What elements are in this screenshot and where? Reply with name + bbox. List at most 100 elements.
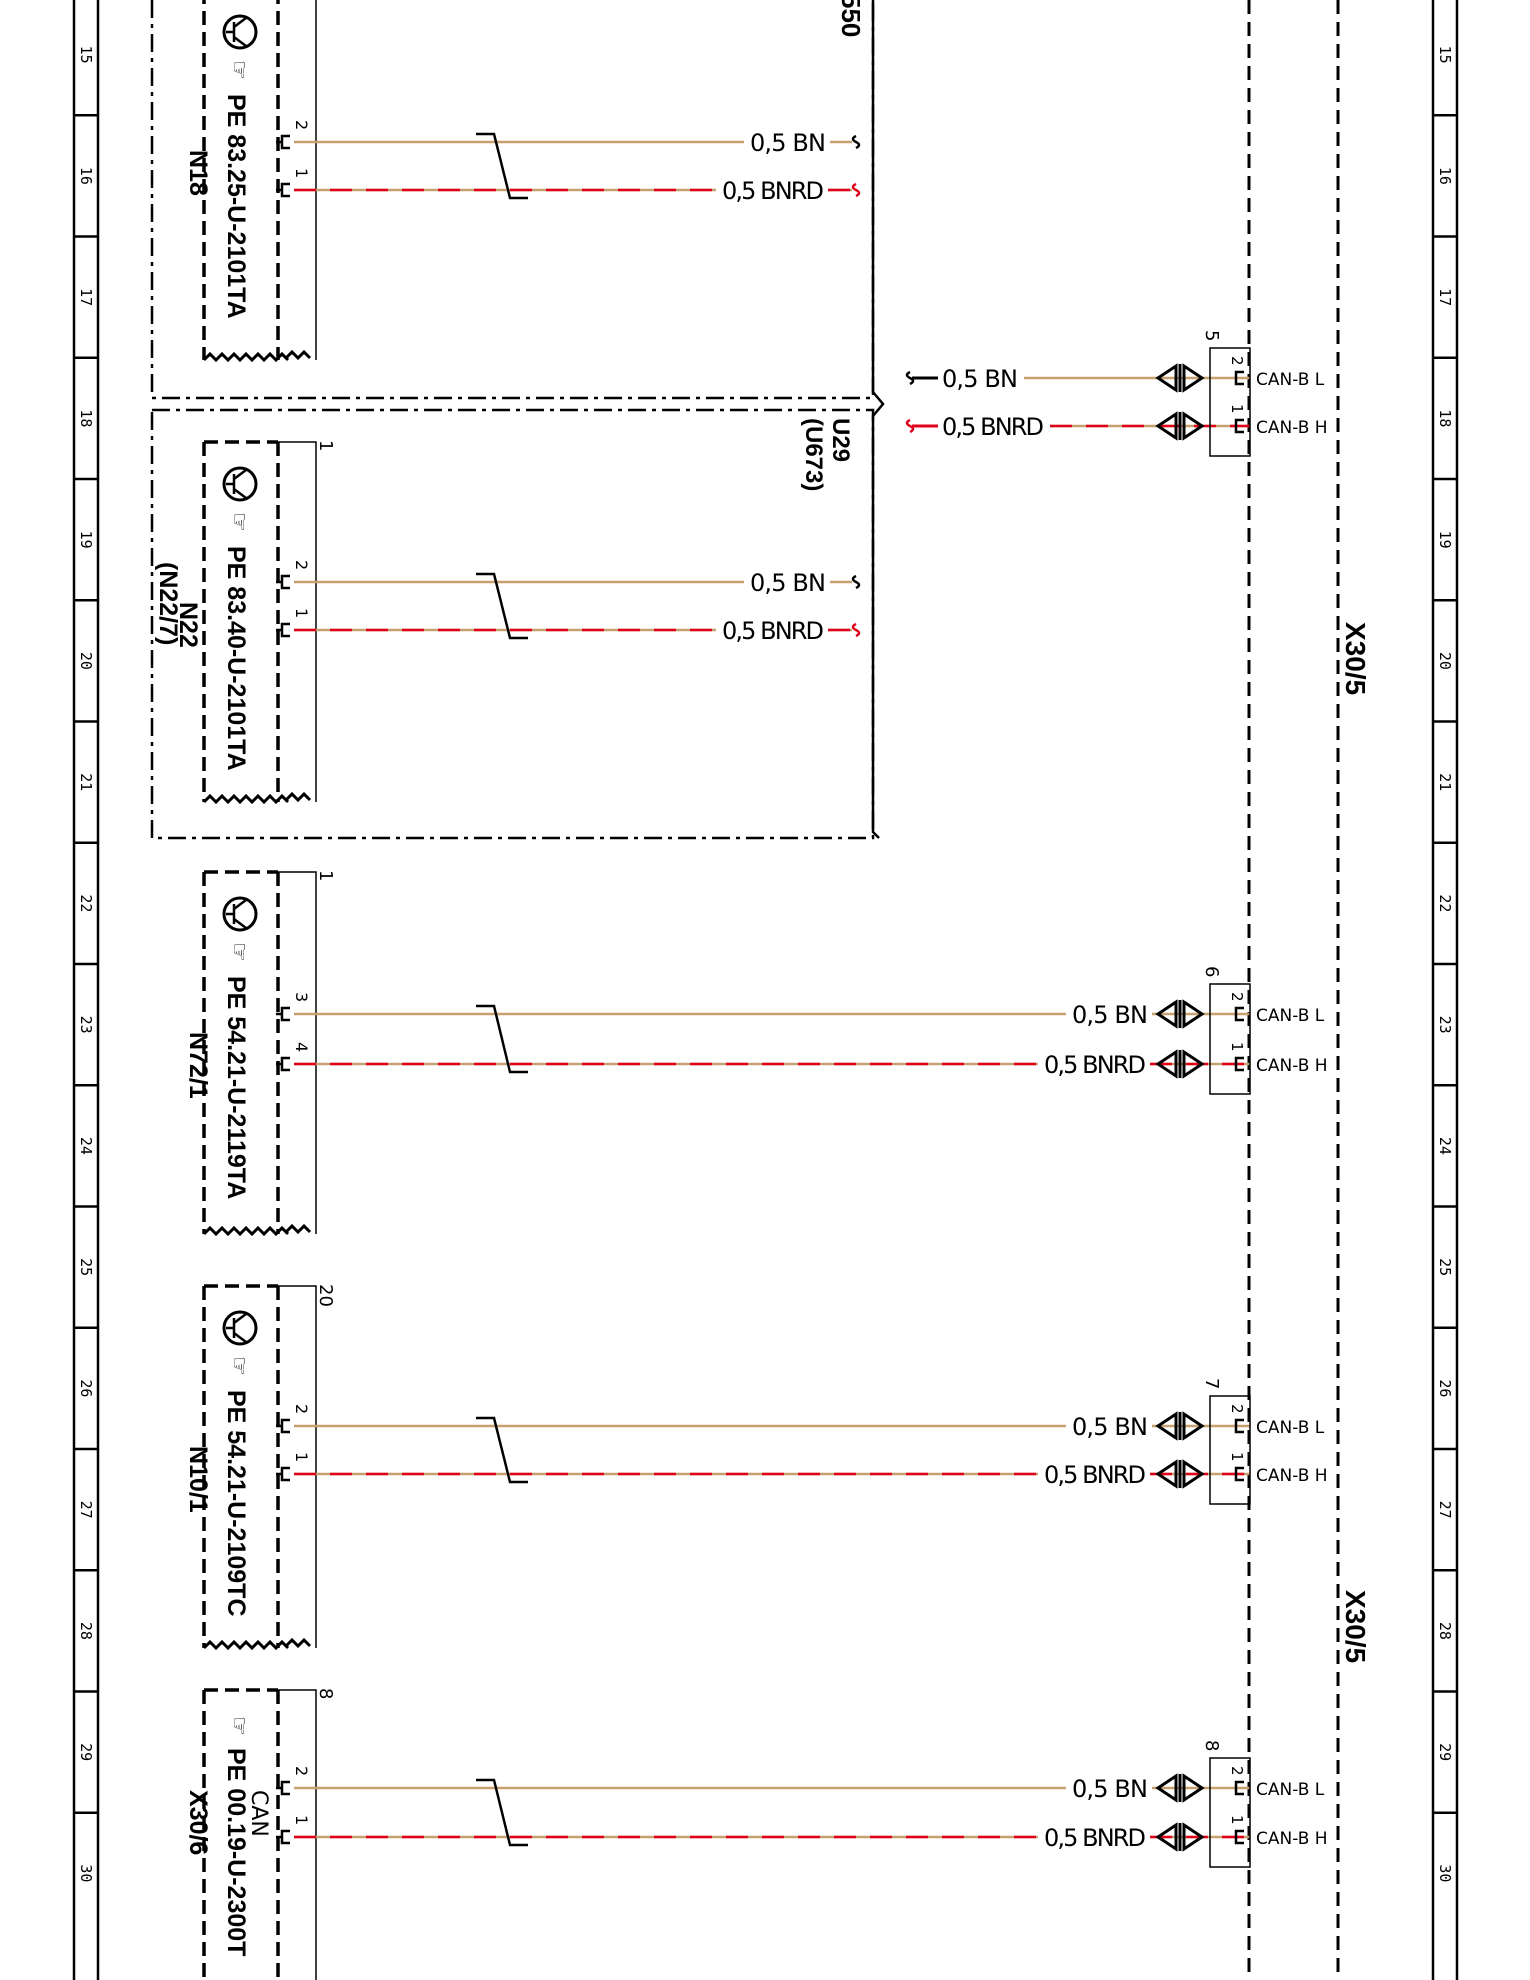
connector-housing xyxy=(1209,347,1251,457)
wire-break-icon xyxy=(851,182,861,198)
manual-reference-icon: ☞ xyxy=(226,1716,251,1736)
pin-terminal xyxy=(276,1829,290,1845)
ruler-row-label: 18 xyxy=(77,409,95,427)
wire-break-icon xyxy=(905,370,915,386)
wire-spec-label: 0,5 BNRD xyxy=(1044,1461,1146,1489)
module-n72-1: ☞ PE 54.21-U-2119TA N72/1 1 3 0,5 BN 4 0,5 BNRD xyxy=(184,870,1250,1237)
module-break-line xyxy=(202,791,312,805)
connector-signal-label: CAN-B L xyxy=(1256,370,1325,390)
pin-terminal xyxy=(1234,418,1244,434)
transistor-icon xyxy=(222,14,258,50)
ruler-row-label: 29 xyxy=(77,1743,95,1761)
transistor-icon xyxy=(222,466,258,502)
module-housing xyxy=(202,872,280,1234)
ruler-row-label: 15 xyxy=(1436,46,1454,64)
pin-terminal xyxy=(276,574,290,590)
module-break-line xyxy=(202,1223,312,1237)
splice-wire: 0,5 BNRD xyxy=(905,413,1250,441)
module-name: N18 xyxy=(184,150,212,196)
pin-number: 2 xyxy=(292,560,311,570)
ruler-row-label: 27 xyxy=(1436,1501,1454,1519)
connector-signal-label: CAN-B L xyxy=(1256,1006,1325,1026)
manual-reference-icon: ☞ xyxy=(226,942,251,962)
module-x30-6: ☞ PE 00.19-U-2300T X30/6 CAN 8 2 0,5 BN 1 0,5 BN… xyxy=(184,1688,1250,1980)
ruler-row-label: 26 xyxy=(1436,1379,1454,1397)
manual-reference-icon: ☞ xyxy=(226,512,251,532)
ruler-row-label: 27 xyxy=(77,1501,95,1519)
connector-plug-icon xyxy=(1155,999,1205,1029)
pin-number: 2 xyxy=(292,120,311,130)
part-code: PE 83.40-U-2101TA xyxy=(222,546,250,771)
wire-spec-label: 0,5 BN xyxy=(1072,1001,1148,1029)
module-break-line xyxy=(202,349,312,363)
connector-pin-number: 1 xyxy=(1228,1042,1246,1052)
connector-bus-label-upper: X30/5 xyxy=(1340,622,1371,695)
connector-signal-label: CAN-B H xyxy=(1256,1056,1328,1076)
group-bracket xyxy=(871,0,885,839)
ruler-row-label: 22 xyxy=(1436,894,1454,912)
ruler-row-label: 25 xyxy=(1436,1258,1454,1276)
pin-terminal xyxy=(1234,1418,1244,1434)
connector-plug-icon xyxy=(1155,1049,1205,1079)
connector-plug-icon xyxy=(1155,363,1205,393)
twisted-pair-marker xyxy=(476,1778,528,1847)
connector-plug-icon xyxy=(1155,1411,1205,1441)
connector-plug-icon xyxy=(1155,1459,1205,1489)
ruler-row-label: 26 xyxy=(77,1379,95,1397)
connector-signal-label: CAN-B H xyxy=(1256,1466,1328,1486)
pin-terminal xyxy=(276,1056,290,1072)
ruler-row-label: 23 xyxy=(1436,1016,1454,1034)
connector-group-number: 5 xyxy=(1201,330,1222,341)
connector-group-number: 6 xyxy=(1201,966,1222,977)
twisted-pair-marker xyxy=(476,572,528,640)
wire-spec-label: 0,5 BNRD xyxy=(722,177,824,205)
wire-spec-label: 0,5 BN xyxy=(750,569,826,597)
module-n22: ☞ PE 83.40-U-2101TA N22(N22/7) 1 2 0,5 BN 1 0,5… xyxy=(154,440,861,805)
connector-pin-number: 2 xyxy=(1228,356,1246,366)
left-ruler: 15 16 17 18 19 20 21 22 23 24 25 26 27 28 29 30 xyxy=(72,0,100,1980)
pin-terminal xyxy=(276,622,290,638)
connector-bus-label-lower: X30/5 xyxy=(1340,1590,1371,1663)
part-code: PE 54.21-U-2119TA xyxy=(222,976,250,1199)
splice-group-code-top: 550 xyxy=(836,0,866,37)
wire-spec-label: 0,5 BN xyxy=(1072,1775,1148,1803)
ruler-row-label: 16 xyxy=(77,167,95,185)
ruler-row-label: 28 xyxy=(1436,1622,1454,1640)
wire-break-icon xyxy=(851,622,861,638)
ruler-row-label: 21 xyxy=(1436,773,1454,791)
pin-terminal xyxy=(276,1780,290,1796)
ruler-row-label: 20 xyxy=(1436,652,1454,670)
connector-housing xyxy=(1209,1757,1251,1868)
module-housing xyxy=(202,1286,280,1648)
twisted-pair-marker xyxy=(476,1004,528,1074)
connector-pin-group-7: 7 2 CAN-B L 1 CAN-B H xyxy=(1155,1378,1328,1505)
module-sub-label: CAN xyxy=(246,1790,271,1837)
connector-signal-label: CAN-B L xyxy=(1256,1780,1325,1800)
module-ref-number: 20 xyxy=(315,1284,336,1307)
ruler-row-label: 16 xyxy=(1436,167,1454,185)
ruler-row-label: 25 xyxy=(77,1258,95,1276)
connector-pin-number: 2 xyxy=(1228,992,1246,1002)
pin-terminal xyxy=(276,134,290,150)
pin-number: 1 xyxy=(292,168,311,178)
splice-wire: 0,5 BN xyxy=(905,365,1250,393)
splice-group-box-lower xyxy=(150,408,875,840)
connector-pin-number: 2 xyxy=(1228,1404,1246,1414)
connector-pin-number: 1 xyxy=(1228,404,1246,414)
pin-terminal xyxy=(276,1006,290,1022)
module-housing xyxy=(202,442,280,802)
pin-terminal xyxy=(1234,370,1244,386)
module-housing xyxy=(202,1690,280,1980)
pin-number: 2 xyxy=(292,1404,311,1414)
module-name: N10/1 xyxy=(184,1446,212,1513)
splice-group-code: U29 xyxy=(827,418,854,462)
connector-signal-label: CAN-B H xyxy=(1256,1829,1328,1849)
manual-reference-icon: ☞ xyxy=(226,1356,251,1376)
wire-spec-label: 0,5 BN xyxy=(1072,1413,1148,1441)
connector-plug-icon xyxy=(1155,1773,1205,1803)
ruler-row-label: 22 xyxy=(77,894,95,912)
twisted-pair-marker xyxy=(476,1416,528,1484)
connector-group-number: 7 xyxy=(1201,1378,1222,1389)
ruler-row-label: 21 xyxy=(77,773,95,791)
pin-number: 4 xyxy=(292,1042,311,1052)
